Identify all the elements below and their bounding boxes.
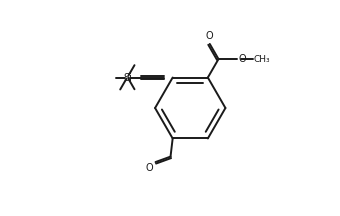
Text: O: O [206, 31, 214, 41]
Text: Si: Si [123, 73, 132, 83]
Text: O: O [239, 54, 246, 64]
Text: O: O [146, 163, 153, 173]
Text: CH₃: CH₃ [253, 55, 270, 64]
